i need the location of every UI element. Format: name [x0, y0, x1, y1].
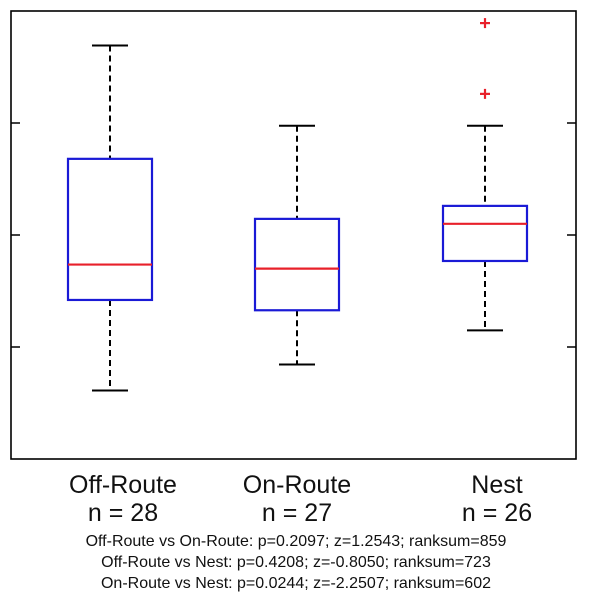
outlier-marker — [480, 88, 490, 99]
box-plot — [10, 10, 577, 460]
group-n-nest: n = 26 — [461, 499, 533, 527]
stat-line-on-vs-nest: On-Route vs Nest: p=0.0244; z=-2.2507; r… — [100, 575, 491, 592]
iqr-box — [441, 204, 529, 263]
box-group-on-route — [253, 124, 341, 366]
plot-area-frame — [10, 10, 577, 460]
group-n-off-route: n = 28 — [87, 499, 159, 527]
y-axis-ticks — [11, 122, 576, 348]
group-name-off-route: Off-Route — [69, 471, 177, 499]
statistics-panel: Off-Route vs On-Route: p=0.2097; z=1.254… — [0, 531, 592, 594]
group-label-off-route: Off-Route n = 28 — [38, 471, 208, 527]
iqr-box — [66, 157, 154, 302]
box-group-nest — [441, 18, 529, 332]
group-n-on-route: n = 27 — [261, 499, 333, 527]
group-name-nest: Nest — [471, 471, 523, 499]
group-name-on-route: On-Route — [242, 471, 352, 499]
box-groups — [66, 18, 529, 392]
group-label-nest: Nest n = 26 — [412, 471, 582, 527]
stat-line-off-vs-on: Off-Route vs On-Route: p=0.2097; z=1.254… — [85, 533, 507, 550]
box-group-off-route — [66, 44, 154, 392]
group-label-on-route: On-Route n = 27 — [212, 471, 382, 527]
iqr-box — [253, 217, 341, 312]
stat-line-off-vs-nest: Off-Route vs Nest: p=0.4208; z=-0.8050; … — [101, 554, 491, 571]
outlier-marker — [480, 18, 490, 29]
